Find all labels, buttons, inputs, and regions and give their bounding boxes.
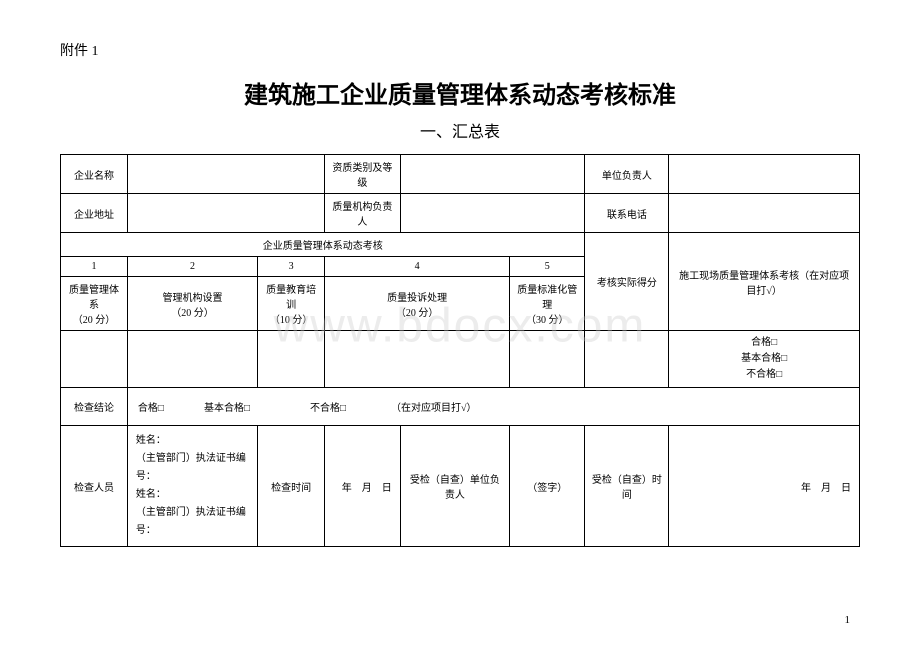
table-row: 企业质量管理体系动态考核 考核实际得分 施工现场质量管理体系考核（在对应项目打√… xyxy=(61,233,860,257)
data-cell xyxy=(325,331,510,388)
assessment-section-title: 企业质量管理体系动态考核 xyxy=(61,233,585,257)
contact-phone-label: 联系电话 xyxy=(585,194,669,233)
company-address-label: 企业地址 xyxy=(61,194,128,233)
col-num-3: 3 xyxy=(258,257,325,277)
conclusion-label: 检查结论 xyxy=(61,388,128,426)
company-name-value xyxy=(127,155,324,194)
data-cell xyxy=(61,331,128,388)
data-cell xyxy=(585,331,669,388)
unit-leader-value xyxy=(669,155,860,194)
check-time-value: 年 月 日 xyxy=(325,426,401,547)
inspected-unit-label: 受检（自查）单位负责人 xyxy=(400,426,509,547)
table-row: 检查人员 姓名： （主管部门）执法证书编号： 姓名： （主管部门）执法证书编号：… xyxy=(61,426,860,547)
inspector-label: 检查人员 xyxy=(61,426,128,547)
col-num-1: 1 xyxy=(61,257,128,277)
unit-leader-label: 单位负责人 xyxy=(585,155,669,194)
attachment-label: 附件 1 xyxy=(60,40,860,60)
data-cell xyxy=(510,331,585,388)
site-assessment-label: 施工现场质量管理体系考核（在对应项目打√） xyxy=(669,233,860,331)
col-label-1: 质量管理体系（20 分） xyxy=(61,277,128,331)
contact-phone-value xyxy=(669,194,860,233)
inspected-time-label: 受检（自查）时间 xyxy=(585,426,669,547)
data-cell xyxy=(258,331,325,388)
col-num-4: 4 xyxy=(325,257,510,277)
col-label-4: 质量投诉处理（20 分） xyxy=(325,277,510,331)
quality-org-leader-value xyxy=(400,194,585,233)
col-num-5: 5 xyxy=(510,257,585,277)
inspector-details: 姓名： （主管部门）执法证书编号： 姓名： （主管部门）执法证书编号： xyxy=(127,426,257,547)
qualification-value xyxy=(400,155,585,194)
col-label-2: 管理机构设置（20 分） xyxy=(127,277,257,331)
table-row: 合格□ 基本合格□ 不合格□ xyxy=(61,331,860,388)
table-row: 企业名称 资质类别及等级 单位负责人 xyxy=(61,155,860,194)
data-cell xyxy=(127,331,257,388)
conclusion-options: 合格□ 基本合格□ 不合格□ （在对应项目打√） xyxy=(127,388,859,426)
actual-score-label: 考核实际得分 xyxy=(585,233,669,331)
col-num-2: 2 xyxy=(127,257,257,277)
signature-label: （签字） xyxy=(510,426,585,547)
result-options: 合格□ 基本合格□ 不合格□ xyxy=(669,331,860,388)
document-subtitle: 一、汇总表 xyxy=(60,118,860,142)
qualification-label: 资质类别及等级 xyxy=(325,155,401,194)
col-label-3: 质量教育培训（10 分） xyxy=(258,277,325,331)
page-number: 1 xyxy=(845,614,851,626)
quality-org-leader-label: 质量机构负责人 xyxy=(325,194,401,233)
inspected-time-value: 年 月 日 xyxy=(669,426,860,547)
check-time-label: 检查时间 xyxy=(258,426,325,547)
company-name-label: 企业名称 xyxy=(61,155,128,194)
table-row: 检查结论 合格□ 基本合格□ 不合格□ （在对应项目打√） xyxy=(61,388,860,426)
company-address-value xyxy=(127,194,324,233)
col-label-5: 质量标准化管理（30 分） xyxy=(510,277,585,331)
table-row: 企业地址 质量机构负责人 联系电话 xyxy=(61,194,860,233)
main-table: 企业名称 资质类别及等级 单位负责人 企业地址 质量机构负责人 联系电话 企业质… xyxy=(60,154,860,547)
document-title: 建筑施工企业质量管理体系动态考核标准 xyxy=(60,75,860,110)
